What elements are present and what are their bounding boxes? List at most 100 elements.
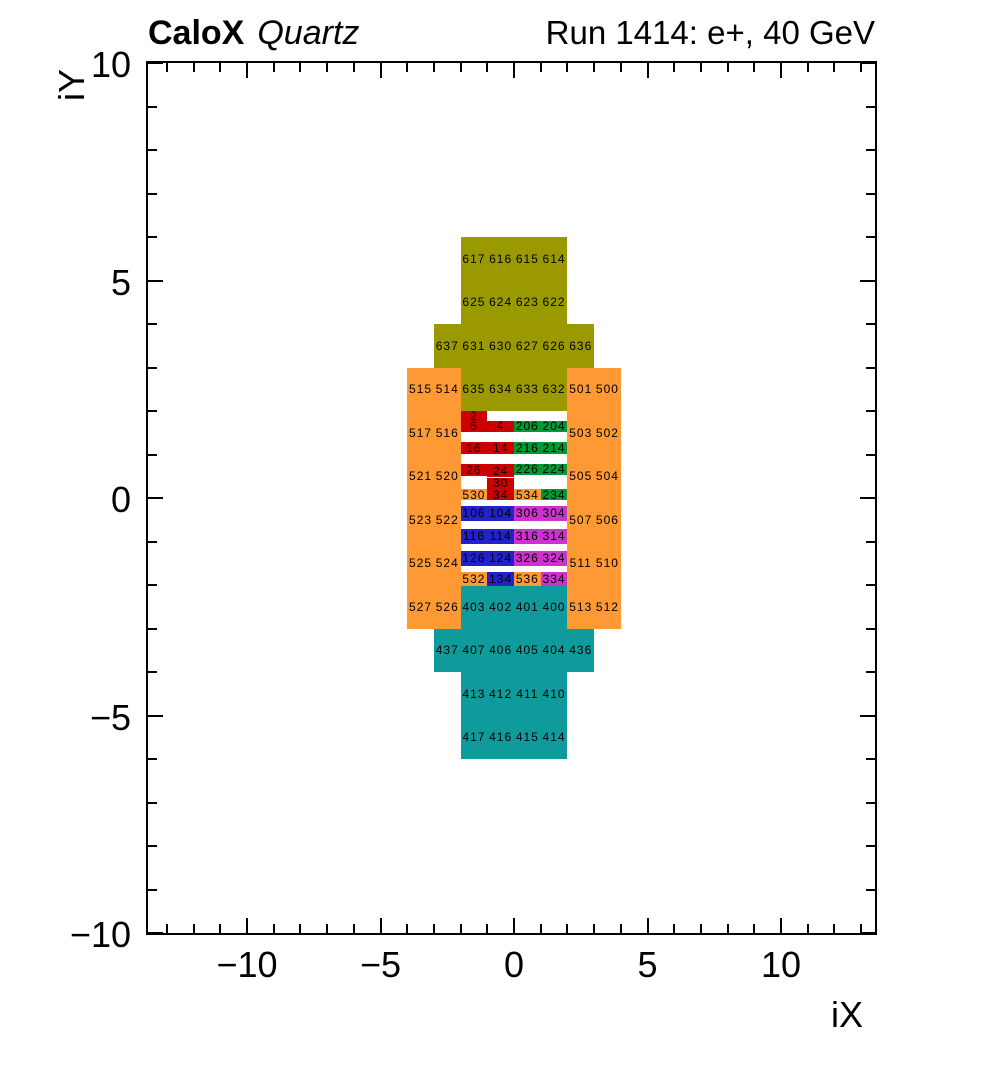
x-axis-mirror-tick	[619, 63, 622, 72]
y-axis-mirror-tick	[866, 888, 875, 891]
cell-label: 234	[542, 487, 566, 502]
x-axis-mirror-tick	[459, 63, 462, 72]
x-axis-mirror-tick	[219, 63, 222, 72]
cell-label: 520	[435, 469, 459, 484]
cell-label: 624	[489, 295, 513, 310]
cell-26: 26	[460, 463, 488, 476]
cell-label: 536	[515, 571, 539, 586]
y-axis-tick	[148, 149, 157, 151]
y-axis-tick	[148, 801, 157, 804]
cell-label: 614	[542, 251, 566, 266]
x-axis-tick	[459, 924, 462, 933]
y-axis-tick	[148, 192, 157, 195]
cell-label: 437	[435, 643, 459, 658]
cell-633: 633	[514, 367, 541, 411]
y-axis-tick	[148, 845, 157, 847]
y-axis-tick	[148, 366, 157, 369]
cell-label: 617	[462, 251, 486, 266]
cell-label: 401	[515, 599, 539, 614]
cell-label: 14	[492, 440, 509, 455]
cell-label: 304	[542, 505, 566, 520]
x-axis-mirror-tick	[753, 63, 756, 72]
cell-636: 636	[567, 324, 595, 368]
x-axis-mirror-tick	[379, 63, 382, 78]
cell-label: 16	[466, 440, 482, 455]
cell-415: 415	[514, 715, 541, 759]
cell-label: 413	[462, 686, 486, 701]
x-axis-mirror-tick	[593, 63, 596, 72]
cell-413: 413	[460, 672, 488, 716]
cell-label: 631	[462, 338, 486, 353]
x-axis-tick	[806, 924, 809, 933]
y-tick-label-5: 5	[110, 261, 131, 303]
x-axis-tick	[486, 924, 489, 933]
y-axis-mirror-tick	[860, 932, 875, 934]
cell-517: 517	[407, 411, 434, 455]
x-axis-mirror-tick	[860, 63, 863, 72]
cell-label: 511	[569, 556, 592, 571]
cell-label: 506	[595, 512, 619, 527]
cell-6: 6	[460, 420, 488, 432]
y-tick-label--5: −5	[89, 696, 131, 738]
cell-512: 512	[594, 585, 621, 629]
x-axis-tick	[593, 924, 596, 933]
cell-214: 214	[540, 441, 568, 454]
x-axis-mirror-tick	[272, 63, 275, 72]
x-axis-tick	[352, 924, 355, 933]
cell-label: 114	[489, 529, 512, 544]
y-axis-tick	[148, 279, 163, 282]
cell-label: 523	[409, 512, 433, 527]
cell-521: 521	[407, 454, 434, 498]
x-axis-tick	[192, 924, 195, 933]
cell-523: 523	[407, 498, 434, 542]
plot-title-bar: CaloX Quartz Run 1414: e+, 40 GeV	[148, 14, 875, 54]
x-axis-mirror-tick	[806, 63, 809, 72]
cell-617: 617	[460, 237, 488, 281]
cell-label: 124	[489, 550, 513, 565]
cell-624: 624	[487, 280, 514, 324]
x-axis-mirror-tick	[566, 63, 569, 72]
y-axis-mirror-tick	[860, 714, 875, 717]
cell-616: 616	[487, 237, 514, 281]
cell-504: 504	[594, 454, 621, 498]
cell-416: 416	[487, 715, 514, 759]
cell-label: 525	[409, 556, 433, 571]
x-axis-mirror-tick	[539, 63, 542, 72]
cell-631: 631	[460, 324, 488, 368]
x-axis-mirror-tick	[513, 63, 515, 78]
cell-label: 403	[462, 599, 486, 614]
cell-label: 400	[542, 599, 566, 614]
x-axis-tick	[246, 918, 248, 933]
cell-label: 534	[515, 487, 539, 502]
cell-label: 515	[409, 382, 433, 397]
x-tick-label-5: 5	[637, 944, 658, 985]
cell-label: 526	[435, 599, 459, 614]
x-axis-mirror-tick	[726, 63, 729, 72]
x-axis-mirror-tick	[699, 63, 702, 72]
y-tick-label-10: 10	[90, 44, 131, 85]
cell-label: 527	[409, 599, 433, 614]
y-axis-mirror-tick	[866, 671, 875, 673]
y-axis-mirror-tick	[866, 323, 875, 325]
cell-label: 436	[569, 643, 593, 658]
y-axis-mirror-tick	[860, 497, 875, 499]
cell-524: 524	[433, 541, 461, 585]
cell-label: 316	[515, 529, 539, 544]
cell-label: 532	[462, 571, 486, 586]
cell-334: 334	[540, 572, 568, 586]
y-axis-mirror-tick	[866, 149, 875, 151]
x-axis-tick	[513, 918, 515, 933]
cell-label: 625	[462, 295, 486, 310]
x-axis-tick	[619, 924, 622, 933]
cell-label: 521	[409, 469, 433, 484]
cell-637: 637	[433, 324, 461, 368]
cell-316: 316	[514, 528, 541, 545]
cell-536: 536	[514, 572, 541, 586]
cell-label: 503	[569, 425, 593, 440]
cell-632: 632	[540, 367, 568, 411]
cell-label: 522	[435, 512, 459, 527]
y-axis-tick	[148, 453, 157, 456]
y-axis-mirror-tick	[866, 366, 875, 369]
cell-label: 411	[516, 686, 539, 701]
cell-630: 630	[487, 324, 514, 368]
